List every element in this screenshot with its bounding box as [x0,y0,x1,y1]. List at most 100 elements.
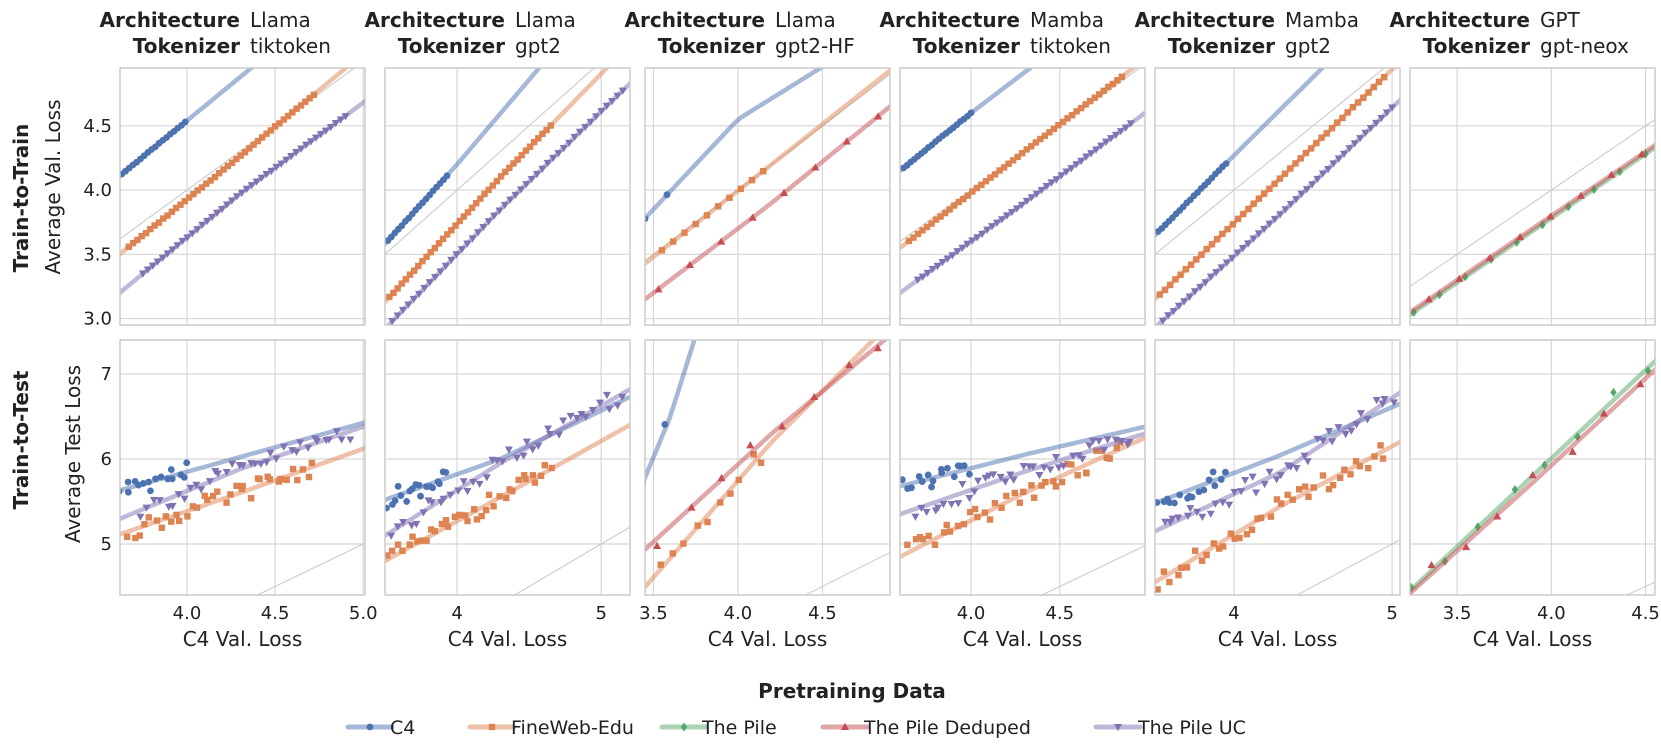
point-the-pile-uc [447,256,456,265]
point-fineweb-edu [215,169,223,177]
axes-frame [119,339,366,596]
point-fineweb-edu [468,204,476,212]
point-the-pile-deduped [748,213,757,221]
point-the-pile-uc [242,185,251,193]
point-fineweb-edu [438,520,446,528]
point-fineweb-edu [448,227,455,234]
point-the-pile-uc [602,391,611,400]
point-the-pile-uc [1001,478,1010,486]
point-the-pile-deduped [811,163,820,171]
point-the-pile-uc [192,481,201,489]
point-the-pile-uc [1249,235,1258,243]
plot-area [1155,68,1400,325]
point-fineweb-edu [973,184,981,192]
y-tick-label: 6 [101,449,112,470]
point-fineweb-edu [1113,444,1121,452]
point-the-pile-uc [247,182,256,190]
point-the-pile-uc [1100,446,1109,455]
point-c4 [1188,493,1196,501]
point-c4 [645,215,649,223]
point-fineweb-edu [297,102,305,109]
point-the-pile-uc [1012,205,1021,213]
fit-line-fineweb-edu [1155,439,1400,585]
point-the-pile [1610,387,1617,397]
y-tick-label: 4.5 [83,116,112,137]
point-the-pile-deduped [1485,253,1494,262]
point-fineweb-edu [951,202,958,209]
point-c4 [1211,482,1219,490]
point-fineweb-edu [406,271,414,278]
point-fineweb-edu [1379,455,1387,462]
point-fineweb-edu [1046,129,1053,136]
point-fineweb-edu [1166,578,1173,586]
identity-line [804,551,890,595]
point-the-pile-uc [1388,104,1397,112]
header-tokenizer-key: Tokenizer [658,34,765,58]
point-fineweb-edu [194,187,201,194]
point-fineweb-edu [394,541,402,548]
point-fineweb-edu [147,225,154,233]
point-fineweb-edu [1370,83,1377,91]
point-fineweb-edu [1032,139,1039,146]
point-the-pile-uc [1185,293,1194,301]
point-the-pile-uc [1047,179,1056,187]
point-the-pile-uc [404,301,413,309]
point-the-pile-uc [516,186,525,194]
fit-line-c4 [645,340,697,484]
point-fineweb-edu [543,126,550,134]
point-fineweb-edu [1118,73,1126,80]
point-fineweb-edu [289,465,297,473]
point-fineweb-edu [1203,551,1210,559]
point-fineweb-edu [982,177,990,185]
point-the-pile-uc [1007,209,1016,217]
point-fineweb-edu [214,488,221,495]
point-the-pile-uc [148,262,157,270]
point-fineweb-edu [1064,460,1071,468]
point-fineweb-edu [925,532,932,540]
point-fineweb-edu [1086,97,1094,105]
point-the-pile-uc [1228,255,1237,263]
x-tick-label: 4 [1228,603,1239,624]
point-fineweb-edu [1041,132,1049,140]
point-the-pile-uc [307,138,316,146]
y-label-average-test-loss: Average Test Loss [61,365,85,543]
point-the-pile-uc [1252,489,1261,497]
point-c4 [966,470,973,478]
point-fineweb-edu [306,95,313,102]
point-the-pile-uc [1037,186,1046,195]
point-fineweb-edu [185,194,193,201]
point-fineweb-edu [974,513,981,521]
point-fineweb-edu [904,541,911,549]
point-c4 [661,421,669,428]
point-the-pile-uc [1225,501,1234,509]
point-fineweb-edu [1000,164,1008,171]
point-fineweb-edu [224,162,232,170]
point-the-pile-uc [1292,465,1301,473]
point-fineweb-edu [485,491,493,499]
y-tick-label: 7 [101,364,112,385]
plot-train-to-train-col-2 [384,67,631,326]
point-fineweb-edu [427,526,435,533]
fit-line-the-pile-deduped [645,340,889,553]
point-fineweb-edu [241,148,249,156]
point-fineweb-edu [177,201,184,208]
point-fineweb-edu [464,517,471,525]
x-tick-label: 4.0 [173,603,202,624]
point-fineweb-edu [223,499,230,506]
point-the-pile-uc [1082,153,1091,161]
point-the-pile-uc [419,509,428,517]
legend-marker [488,723,496,731]
point-the-pile-uc [500,201,509,210]
plot-train-to-train-col-1: 3.0 3.5 4.0 4.5 [83,67,366,330]
point-the-pile-uc [1035,472,1044,480]
point-the-pile-deduped [1516,232,1525,241]
point-the-pile-uc [922,508,931,517]
point-fineweb-edu [1250,200,1257,207]
point-the-pile-uc [431,273,440,282]
point-fineweb-edu [1213,235,1221,243]
point-fineweb-edu [1156,291,1163,298]
point-the-pile-uc [407,522,416,530]
point-fineweb-edu [280,116,287,123]
point-fineweb-edu [1307,145,1315,152]
header-architecture-value: Llama [250,8,311,32]
